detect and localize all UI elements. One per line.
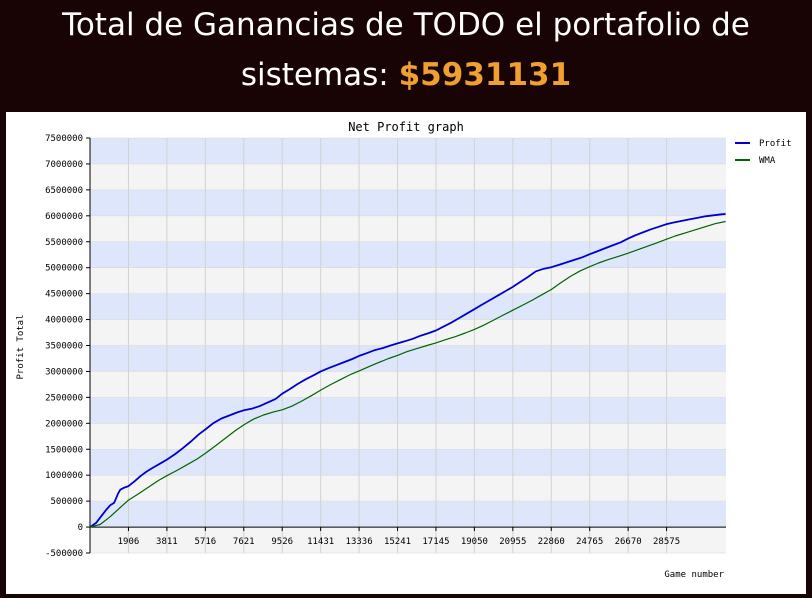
- headline: Total de Ganancias de TODO el portafolio…: [0, 0, 812, 100]
- x-tick-label: 11431: [307, 537, 334, 547]
- y-tick-label: 5000000: [45, 264, 83, 274]
- y-tick-label: -500000: [45, 549, 83, 559]
- y-tick-label: 1000000: [45, 471, 83, 481]
- plot-band: [90, 241, 726, 268]
- x-tick-label: 24765: [576, 537, 603, 547]
- x-tick-label: 7621: [233, 537, 255, 547]
- plot-band: [90, 501, 726, 528]
- plot-band: [90, 345, 726, 372]
- plot-band: [90, 189, 726, 216]
- series-line-wma: [89, 220, 726, 528]
- y-tick-label: 6000000: [45, 212, 83, 222]
- x-tick-label: 1906: [118, 537, 140, 547]
- plot-band: [90, 527, 726, 553]
- x-ticks: 1906 3811 5716 7621 9526 11431 13336 15241 17145…: [118, 527, 680, 547]
- y-tick-label: 0: [78, 523, 83, 533]
- y-tick-label: 7000000: [45, 160, 83, 170]
- x-tick-label: 15241: [384, 537, 411, 547]
- y-axis-label: Profit Total: [16, 314, 26, 379]
- x-tick-label: 9526: [271, 537, 293, 547]
- legend-profit-label: Profit: [759, 139, 792, 149]
- x-tick-label: 28575: [653, 537, 680, 547]
- legend-wma-label: WMA: [759, 156, 776, 166]
- chart-panel: Net Profit graph Profit Total Game numbe…: [6, 112, 806, 594]
- total-amount: $5931131: [398, 57, 572, 93]
- plot-band: [90, 475, 726, 502]
- plot-band: [90, 449, 726, 476]
- plot-band: [90, 138, 726, 164]
- y-tick-label: 7500000: [45, 134, 83, 144]
- y-tick-label: 3500000: [45, 342, 83, 352]
- x-tick-label: 13336: [346, 537, 373, 547]
- plot-band: [90, 397, 726, 424]
- x-tick-label: 3811: [156, 537, 178, 547]
- x-tick-label: 20955: [499, 537, 526, 547]
- net-profit-chart: Net Profit graph Profit Total Game numbe…: [16, 120, 792, 580]
- plot-band: [90, 293, 726, 320]
- y-tick-label: 2000000: [45, 419, 83, 429]
- headline-line-2: sistemas: $5931131: [0, 50, 812, 100]
- chart-title: Net Profit graph: [348, 120, 464, 134]
- y-tick-label: 5500000: [45, 238, 83, 248]
- plot-band: [90, 371, 726, 398]
- y-tick-label: 2500000: [45, 393, 83, 403]
- plot-band: [90, 319, 726, 346]
- y-tick-label: 6500000: [45, 186, 83, 196]
- plot-band: [90, 163, 726, 190]
- x-tick-label: 26670: [615, 537, 642, 547]
- plot-grid: [90, 137, 726, 554]
- series-line-profit: [89, 213, 726, 528]
- y-ticks: -500000 0 500000 1000000 1500000 2000000 25000…: [45, 134, 90, 559]
- legend: Profit WMA: [735, 139, 792, 166]
- plot-bands: [90, 138, 726, 553]
- headline-prefix: sistemas:: [240, 57, 399, 93]
- plot-band: [90, 215, 726, 242]
- plot-lines: [89, 213, 726, 528]
- y-tick-label: 1500000: [45, 445, 83, 455]
- headline-line-1: Total de Ganancias de TODO el portafolio…: [62, 7, 750, 43]
- y-tick-label: 4500000: [45, 290, 83, 300]
- y-tick-label: 4000000: [45, 316, 83, 326]
- x-axis-label: Game number: [664, 570, 724, 580]
- x-tick-label: 5716: [194, 537, 216, 547]
- plot-band: [90, 267, 726, 294]
- x-tick-label: 19050: [461, 537, 488, 547]
- y-tick-label: 500000: [50, 497, 83, 507]
- x-tick-label: 17145: [422, 537, 449, 547]
- y-tick-label: 3000000: [45, 367, 83, 377]
- x-tick-label: 22860: [538, 537, 565, 547]
